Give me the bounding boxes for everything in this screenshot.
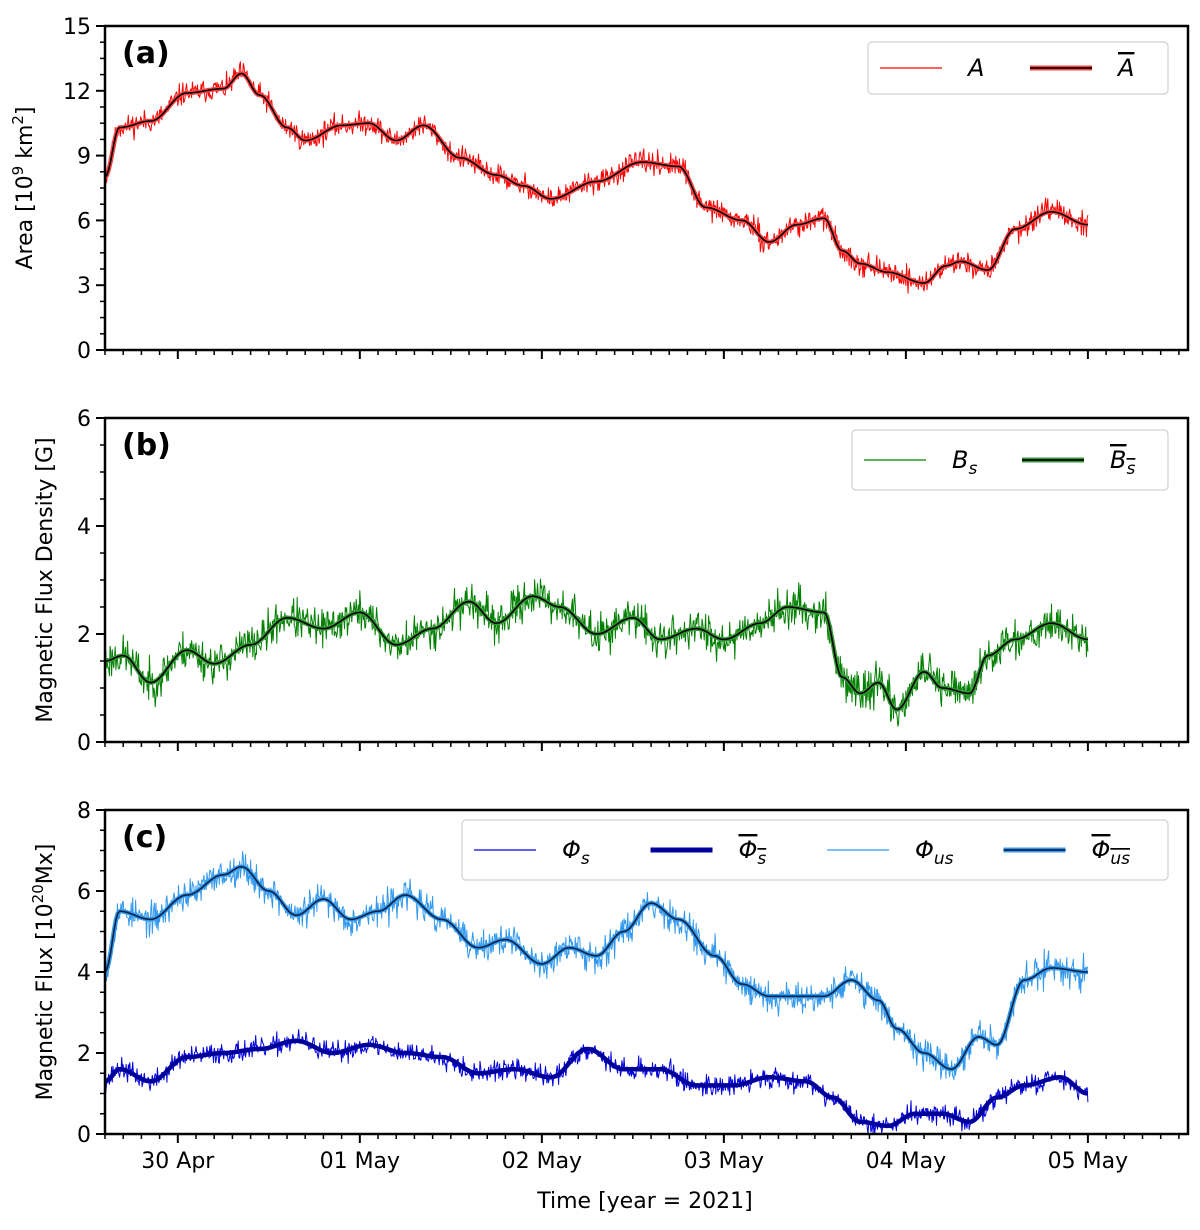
y-tick-label: 2 <box>77 623 91 648</box>
x-tick-label: 05 May <box>1048 1149 1128 1174</box>
series-name-text: Φ <box>562 836 581 864</box>
legend-label: Φus <box>915 836 954 869</box>
panel-tag: (b) <box>122 428 171 463</box>
legend: Bs Bs <box>851 429 1169 491</box>
series-name-text: A <box>966 54 984 82</box>
plot-area <box>105 578 1089 727</box>
series-name-text: Φ <box>739 836 758 864</box>
series-subscript-text: us <box>934 849 954 869</box>
y-tick-label: 15 <box>63 15 91 40</box>
y-axis-label-sup: 2 <box>9 115 27 125</box>
y-axis-label-sup: 20 <box>29 884 47 903</box>
plot-area <box>105 851 1089 1134</box>
y-tick-label: 2 <box>77 1042 91 1067</box>
legend: Φs Φs Φus Φus <box>461 819 1169 881</box>
y-tick-label: 6 <box>77 209 91 234</box>
y-tick-label: 4 <box>77 961 91 986</box>
y-axis-label-end: ] <box>13 106 38 115</box>
panel-tag: (a) <box>122 36 170 71</box>
series-2-3-halo <box>105 864 1089 1072</box>
y-tick-label: 0 <box>77 731 91 756</box>
legend-box <box>851 429 1169 491</box>
series-subscript-text: s <box>757 849 766 869</box>
series-2-1-line <box>105 1040 1088 1127</box>
series-subscript-text: us <box>1110 849 1130 869</box>
legend-label: A <box>1116 54 1134 82</box>
series-name-text: Φ <box>1092 836 1111 864</box>
y-tick-label: 9 <box>77 145 91 170</box>
series-2-3-line <box>105 865 1088 1070</box>
legend-label: A <box>966 54 984 82</box>
y-axis-label: Magnetic Flux [1020Mx] <box>29 844 58 1101</box>
y-tick-label: 6 <box>77 407 91 432</box>
legend-label: Φus <box>1092 836 1131 869</box>
legend-label: Bs <box>952 446 977 479</box>
y-axis-label-sup: 9 <box>9 166 27 176</box>
panel-magnetic-flux: 0 2 4 6 8 30 Apr 01 May 02 May 03 May 04 May 05 Ma… <box>29 799 1190 1174</box>
series-name-text: B <box>952 446 968 474</box>
x-tick-label: 02 May <box>502 1149 582 1174</box>
y-tick-label: 4 <box>77 515 91 540</box>
y-tick-label: 8 <box>77 799 91 824</box>
series-2-2-line <box>105 851 1089 1080</box>
y-tick-label: 12 <box>63 80 91 105</box>
series-1-1-line <box>105 595 1088 711</box>
x-axis-label: Time [year = 2021] <box>536 1189 753 1214</box>
panel-tag: (c) <box>122 820 167 855</box>
y-axis-label-text: Magnetic Flux Density [G] <box>33 437 58 722</box>
plot-area <box>105 61 1089 294</box>
legend-label: Φs <box>562 836 590 869</box>
series-subscript-text: s <box>1126 459 1135 479</box>
series-subscript-text: s <box>581 849 590 869</box>
y-axis-label-unit: km <box>13 125 38 166</box>
series-2-0-line <box>105 1029 1089 1134</box>
legend-label: Bs <box>1110 446 1135 479</box>
y-tick-label: 6 <box>77 880 91 905</box>
y-axis-label-unit: Mx <box>33 852 58 884</box>
series-0-0-line <box>105 61 1089 294</box>
x-tick-label: 03 May <box>684 1149 764 1174</box>
x-tick-label: 04 May <box>866 1149 946 1174</box>
y-tick-label: 0 <box>77 1123 91 1148</box>
x-tick-label: 30 Apr <box>141 1149 215 1174</box>
series-1-0-line <box>105 578 1089 727</box>
series-0-1-line <box>105 72 1088 284</box>
y-tick-label: 3 <box>77 274 91 299</box>
legend-box <box>461 819 1169 881</box>
y-axis-label-end: ] <box>33 844 58 853</box>
series-subscript-text: s <box>968 459 977 479</box>
series-name-text: A <box>1116 54 1134 82</box>
y-axis-label-text: Area [10 <box>13 175 38 269</box>
y-axis-label: Magnetic Flux Density [G] <box>33 437 58 722</box>
y-axis-label-text: Magnetic Flux [10 <box>33 903 58 1100</box>
series-name-text: Φ <box>915 836 934 864</box>
y-tick-label: 0 <box>77 339 91 364</box>
series-name-text: B <box>1110 446 1126 474</box>
x-tick-label: 01 May <box>320 1149 400 1174</box>
legend-label: Φs <box>739 836 767 869</box>
y-axis-label: Area [109 km2] <box>9 106 38 269</box>
legend-box <box>867 41 1169 95</box>
